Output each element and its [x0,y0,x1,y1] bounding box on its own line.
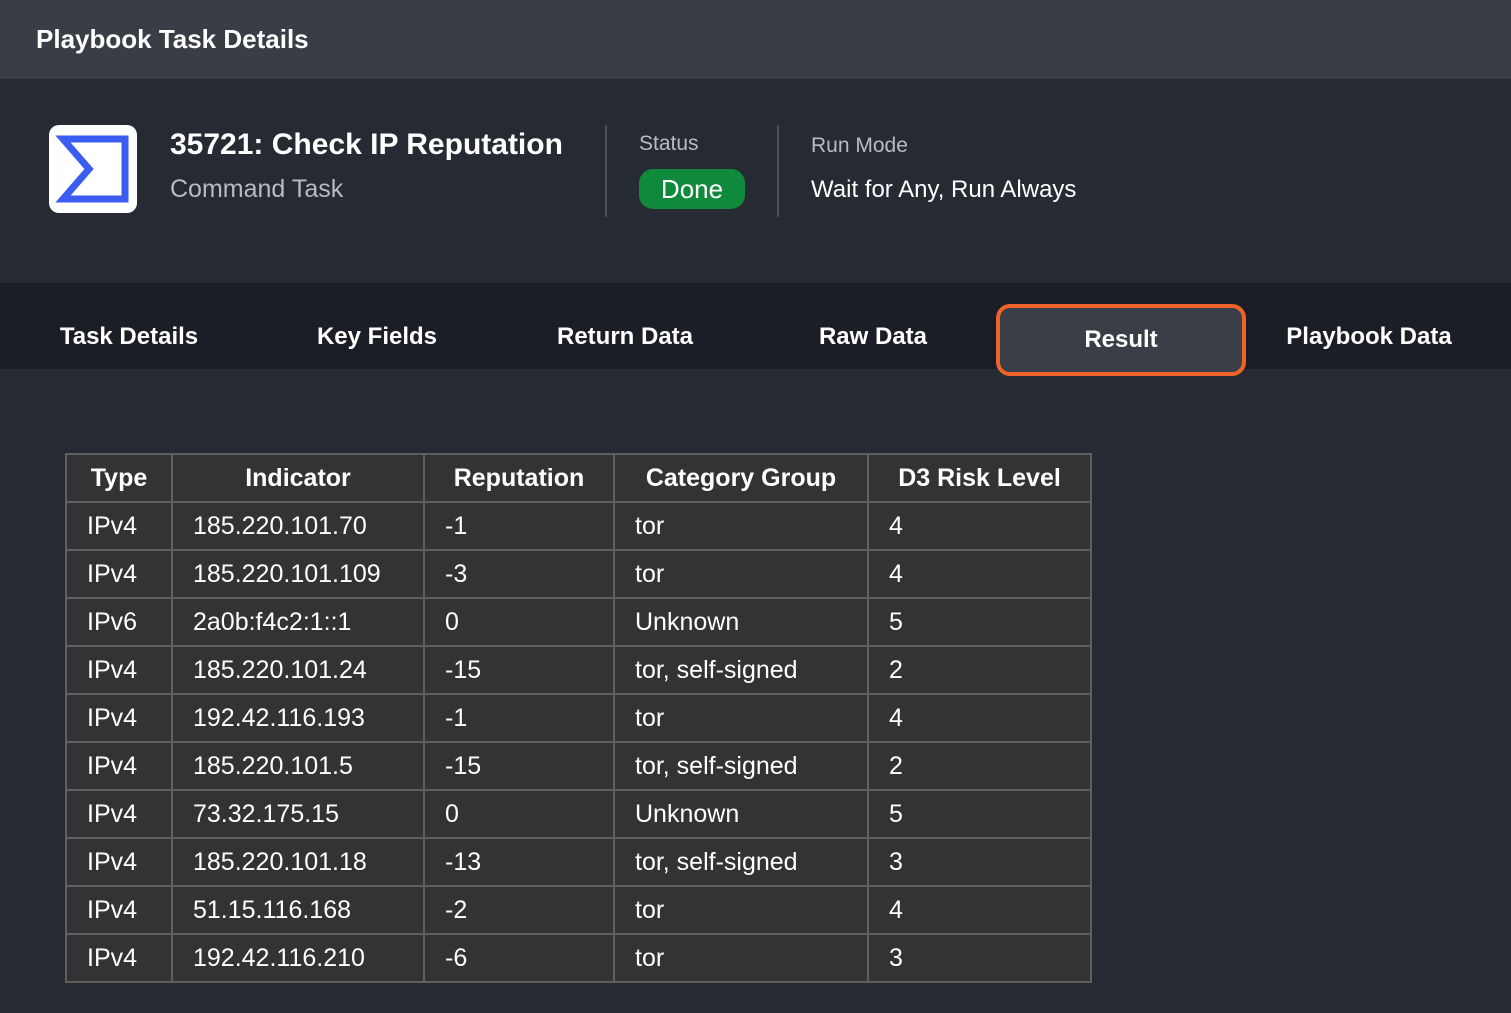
table-cell: -3 [423,549,615,599]
divider [605,125,607,217]
table-cell: 5 [867,789,1092,839]
table-cell: 4 [867,885,1092,935]
table-cell: tor, self-signed [613,837,869,887]
status-label: Status [639,132,699,155]
table-cell: tor [613,933,869,983]
table-cell: 185.220.101.18 [171,837,425,887]
tab-playbook-data[interactable]: Playbook Data [1286,323,1452,350]
table-row: IPv4 185.220.101.24 -15 tor, self-signed 2 [65,645,1092,695]
table-cell: 4 [867,693,1092,743]
table-cell: tor, self-signed [613,645,869,695]
table-cell: Unknown [613,597,869,647]
task-type: Command Task [170,175,344,203]
column-header: Type [65,453,173,503]
table-cell: 3 [867,933,1092,983]
table-row: IPv4 192.42.116.193 -1 tor 4 [65,693,1092,743]
table-cell: 192.42.116.193 [171,693,425,743]
table-row: IPv6 2a0b:f4c2:1::1 0 Unknown 5 [65,597,1092,647]
column-header: Reputation [423,453,615,503]
table-cell: -2 [423,885,615,935]
table-cell: tor [613,549,869,599]
column-header: Indicator [171,453,425,503]
table-cell: IPv4 [65,693,173,743]
table-cell: IPv4 [65,645,173,695]
table-cell: 4 [867,549,1092,599]
status-badge: Done [639,169,745,209]
table-cell: 51.15.116.168 [171,885,425,935]
table-row: IPv4 185.220.101.109 -3 tor 4 [65,549,1092,599]
table-cell: tor [613,885,869,935]
table-cell: 185.220.101.24 [171,645,425,695]
table-cell: 3 [867,837,1092,887]
column-header: D3 Risk Level [867,453,1092,503]
tab-result[interactable]: Result [996,304,1246,376]
tab-return-data[interactable]: Return Data [556,323,694,350]
run-mode-value: Wait for Any, Run Always [811,176,1077,203]
tab-bar: Task Details Key Fields Return Data Raw … [0,283,1511,376]
table-cell: -6 [423,933,615,983]
table-cell: tor, self-signed [613,741,869,791]
table-cell: -15 [423,645,615,695]
table-cell: tor [613,693,869,743]
table-cell: 192.42.116.210 [171,933,425,983]
table-row: IPv4 185.220.101.5 -15 tor, self-signed 2 [65,741,1092,791]
table-row: IPv4 192.42.116.210 -6 tor 3 [65,933,1092,983]
table-row: IPv4 185.220.101.18 -13 tor, self-signed 3 [65,837,1092,887]
table-cell: -13 [423,837,615,887]
table-cell: 185.220.101.5 [171,741,425,791]
table-cell: Unknown [613,789,869,839]
table-cell: 2a0b:f4c2:1::1 [171,597,425,647]
table-row: IPv4 73.32.175.15 0 Unknown 5 [65,789,1092,839]
column-header: Category Group [613,453,869,503]
table-cell: -1 [423,693,615,743]
tab-key-fields[interactable]: Key Fields [316,323,438,350]
table-cell: IPv4 [65,501,173,551]
table-cell: 0 [423,789,615,839]
tab-task-details[interactable]: Task Details [59,323,199,350]
task-title: 35721: Check IP Reputation [170,128,563,161]
table-cell: 185.220.101.70 [171,501,425,551]
table-row: IPv4 185.220.101.70 -1 tor 4 [65,501,1092,551]
table-cell: 2 [867,741,1092,791]
table-cell: IPv4 [65,837,173,887]
table-cell: -15 [423,741,615,791]
window-title: Playbook Task Details [0,0,1511,79]
table-cell: IPv4 [65,885,173,935]
table-row: IPv4 51.15.116.168 -2 tor 4 [65,885,1092,935]
task-header: 35721: Check IP Reputation Command Task … [0,79,1511,283]
table-cell: IPv4 [65,549,173,599]
tab-raw-data[interactable]: Raw Data [818,323,928,350]
divider [777,125,779,217]
table-cell: IPv4 [65,933,173,983]
table-cell: IPv4 [65,741,173,791]
sigma-icon [49,125,137,213]
table-cell: 185.220.101.109 [171,549,425,599]
result-table: Type Indicator Reputation Category Group D3 … [65,453,1092,983]
table-cell: tor [613,501,869,551]
table-cell: 2 [867,645,1092,695]
table-cell: 4 [867,501,1092,551]
table-cell: -1 [423,501,615,551]
run-mode-label: Run Mode [811,134,908,157]
table-cell: 0 [423,597,615,647]
table-cell: 5 [867,597,1092,647]
table-cell: 73.32.175.15 [171,789,425,839]
table-cell: IPv4 [65,789,173,839]
table-cell: IPv6 [65,597,173,647]
